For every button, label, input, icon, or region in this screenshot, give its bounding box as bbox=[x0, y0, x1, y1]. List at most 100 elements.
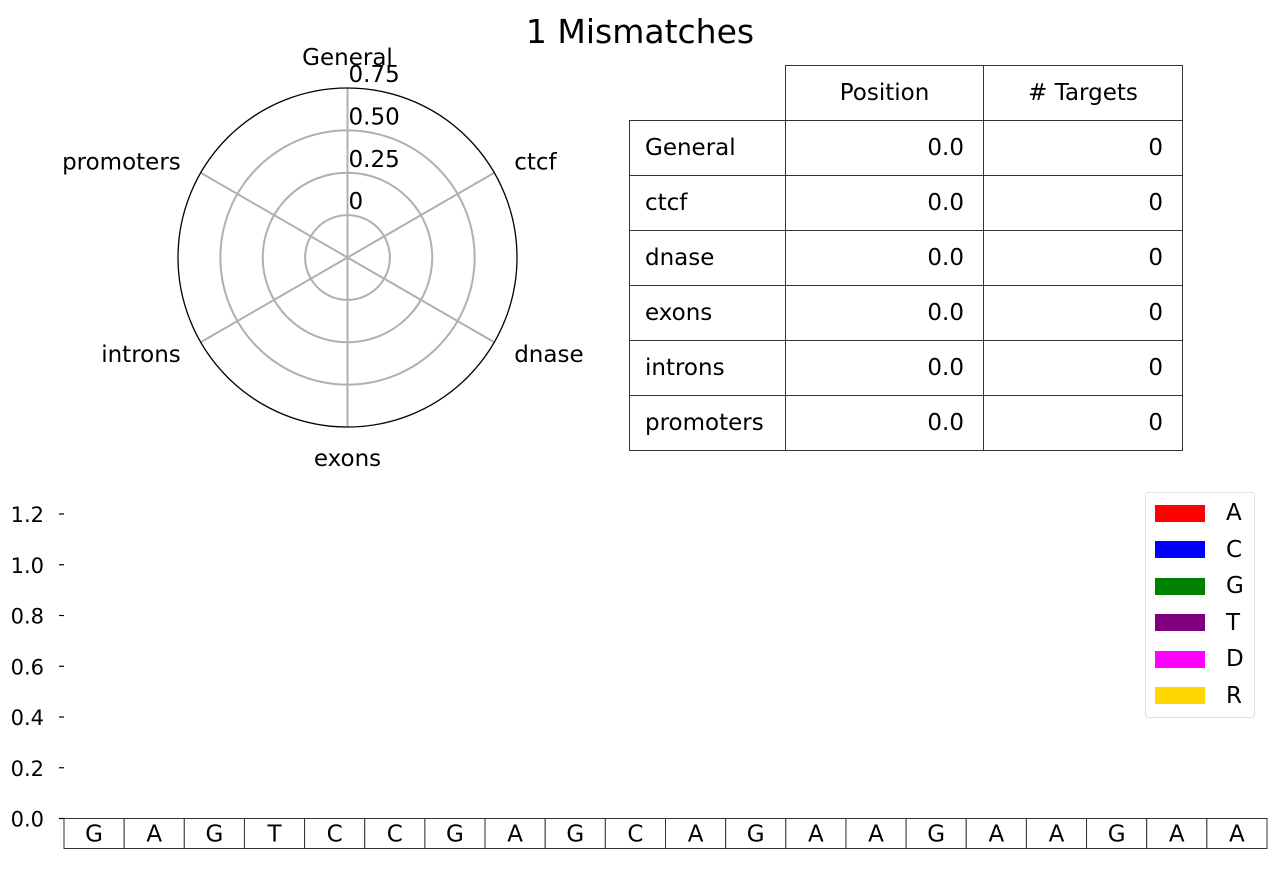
y-tick-label: 0.8 bbox=[11, 605, 44, 629]
radar-spoke bbox=[347, 171, 495, 259]
sequence-base-label: G bbox=[927, 822, 945, 848]
stats-table: Position # Targets General 0.0 0 ctcf 0.… bbox=[629, 65, 1183, 451]
legend-swatch bbox=[1155, 504, 1205, 522]
sequence-base-label: G bbox=[85, 822, 103, 848]
legend-item: R bbox=[1155, 682, 1242, 709]
sequence-base-label: C bbox=[627, 822, 643, 848]
position-cell: 0.0 bbox=[785, 395, 984, 451]
radar-category-label: General bbox=[302, 45, 393, 71]
sequence-cell bbox=[123, 818, 185, 849]
sequence-base-label: A bbox=[868, 822, 884, 848]
legend-swatch bbox=[1155, 541, 1205, 558]
legend-label: D bbox=[1226, 646, 1244, 672]
radar-spoke bbox=[200, 171, 349, 259]
sequence-cell bbox=[63, 818, 125, 849]
sequence-base-label: A bbox=[507, 822, 523, 848]
sequence-base-label: A bbox=[1229, 822, 1245, 848]
sequence-cell bbox=[665, 818, 727, 849]
legend-swatch bbox=[1155, 614, 1205, 631]
radar-tick-label: 0.50 bbox=[349, 104, 400, 130]
y-tick-label: 0.4 bbox=[11, 706, 44, 730]
sequence-cell bbox=[1146, 818, 1208, 849]
sequence-base-label: G bbox=[747, 822, 765, 848]
legend-label: A bbox=[1226, 500, 1242, 526]
table-row: promoters 0.0 0 bbox=[629, 395, 1183, 451]
sequence-cell bbox=[304, 818, 366, 849]
radar-tick-label: 0.75 bbox=[349, 62, 400, 88]
sequence-base-label: A bbox=[688, 822, 704, 848]
targets-cell: 0 bbox=[983, 175, 1183, 231]
sequence-cell bbox=[243, 818, 306, 849]
targets-cell: 0 bbox=[983, 230, 1183, 286]
sequence-base-label: A bbox=[808, 822, 824, 848]
table-corner bbox=[629, 65, 786, 121]
targets-cell: 0 bbox=[983, 285, 1183, 341]
legend-item: T bbox=[1155, 609, 1241, 636]
y-tick-label: 0.0 bbox=[11, 808, 44, 832]
legend-label: T bbox=[1226, 609, 1241, 636]
y-tick-label: 1.0 bbox=[11, 554, 44, 578]
radar-category-label: exons bbox=[314, 446, 381, 472]
table-row: exons 0.0 0 bbox=[629, 285, 1183, 341]
position-cell: 0.0 bbox=[785, 340, 984, 396]
sequence-cell bbox=[905, 818, 967, 849]
chart-title: 1 Mismatches bbox=[525, 12, 755, 51]
sequence-base-label: A bbox=[1169, 822, 1185, 848]
position-cell: 0.0 bbox=[785, 230, 984, 286]
sequence-base-label: C bbox=[387, 822, 403, 848]
row-label: introns bbox=[629, 340, 786, 396]
legend-label: C bbox=[1226, 536, 1243, 563]
position-cell: 0.0 bbox=[785, 175, 984, 231]
table-row: dnase 0.0 0 bbox=[629, 230, 1183, 286]
radar-category-label: promoters bbox=[62, 149, 181, 175]
table-header-row: Position # Targets bbox=[629, 65, 1183, 121]
legend-item: C bbox=[1155, 536, 1243, 563]
sequence-base-label: A bbox=[1049, 822, 1065, 848]
radar-spoke bbox=[347, 256, 495, 344]
position-cell: 0.0 bbox=[785, 120, 984, 176]
sequence-cell bbox=[1206, 818, 1268, 849]
sequence-cell bbox=[364, 818, 426, 849]
sequence-cell bbox=[845, 818, 907, 849]
row-label: exons bbox=[629, 285, 786, 341]
radar-tick-label: 0.25 bbox=[349, 147, 400, 173]
legend-swatch bbox=[1155, 650, 1205, 668]
sequence-base-label: G bbox=[1108, 822, 1126, 848]
row-label: promoters bbox=[629, 395, 786, 451]
targets-cell: 0 bbox=[983, 395, 1183, 451]
sequence-base-label: G bbox=[446, 822, 464, 848]
row-label: ctcf bbox=[629, 175, 786, 231]
sequence-cell bbox=[1025, 818, 1088, 849]
sequence-cell bbox=[484, 818, 546, 849]
legend-swatch bbox=[1155, 577, 1205, 595]
y-tick-label: 1.2 bbox=[11, 503, 44, 527]
sequence-base-label: G bbox=[566, 822, 584, 848]
column-header-position: Position bbox=[785, 65, 984, 121]
row-label: dnase bbox=[629, 230, 786, 286]
sequence-base-label: G bbox=[205, 822, 223, 848]
sequence-cell bbox=[785, 818, 847, 849]
row-label: General bbox=[629, 120, 786, 176]
position-cell: 0.0 bbox=[785, 285, 984, 341]
y-tick-label: 0.6 bbox=[11, 655, 44, 679]
column-header-targets: # Targets bbox=[983, 65, 1183, 121]
sequence-base-label: T bbox=[266, 822, 282, 848]
y-tick-label: 0.2 bbox=[11, 757, 44, 781]
legend-swatch bbox=[1155, 687, 1205, 704]
sequence-cell bbox=[725, 818, 787, 849]
table-row: introns 0.0 0 bbox=[629, 340, 1183, 396]
radar-category-label: ctcf bbox=[514, 149, 557, 175]
sequence-base-label: A bbox=[146, 822, 162, 848]
targets-cell: 0 bbox=[983, 120, 1183, 176]
legend-label: G bbox=[1226, 573, 1244, 599]
sequence-cell bbox=[544, 818, 606, 849]
sequence-cell bbox=[424, 818, 486, 849]
table-row: General 0.0 0 bbox=[629, 120, 1183, 176]
sequence-cell bbox=[1086, 818, 1148, 849]
radar-tick-label: 0 bbox=[349, 189, 364, 215]
table-row: ctcf 0.0 0 bbox=[629, 175, 1183, 231]
legend-label: R bbox=[1226, 682, 1242, 709]
radar-spoke bbox=[200, 256, 349, 344]
sequence-base-label: A bbox=[988, 822, 1004, 848]
